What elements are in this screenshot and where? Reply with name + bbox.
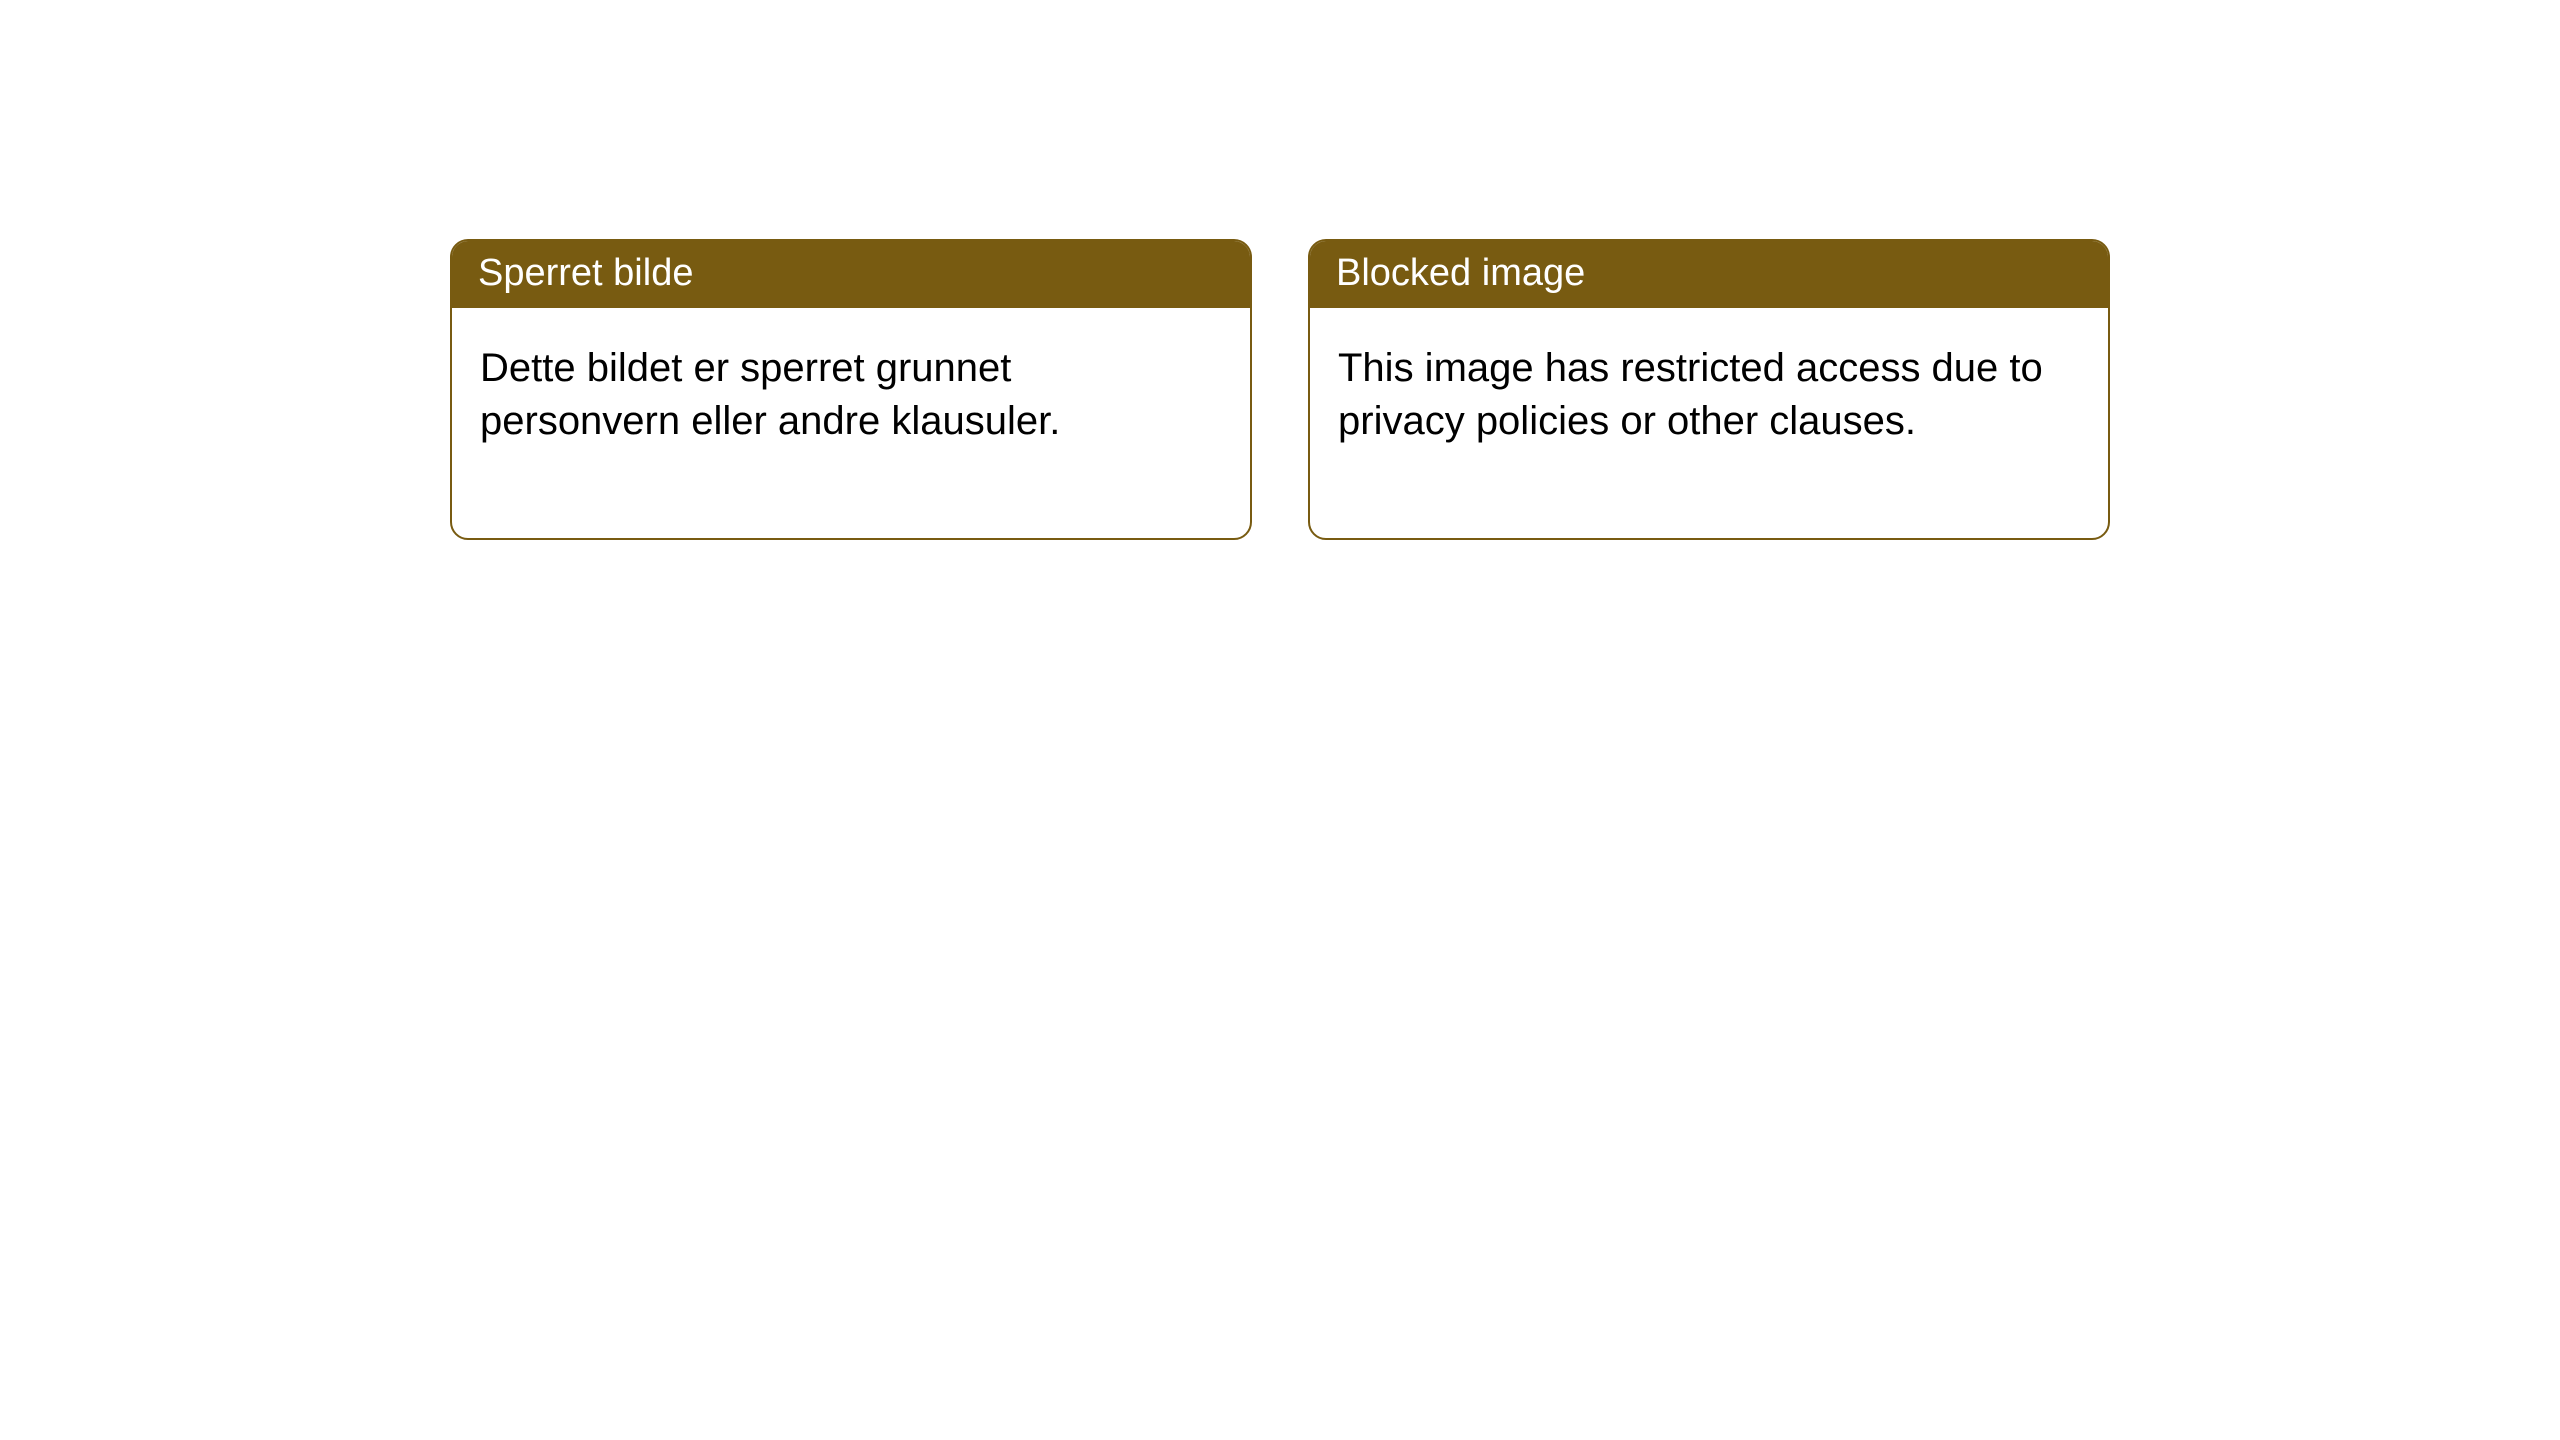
card-header: Sperret bilde — [452, 241, 1250, 308]
card-header: Blocked image — [1310, 241, 2108, 308]
blocked-image-card-en: Blocked image This image has restricted … — [1308, 239, 2110, 540]
blocked-image-card-no: Sperret bilde Dette bildet er sperret gr… — [450, 239, 1252, 540]
card-body: Dette bildet er sperret grunnet personve… — [452, 308, 1250, 538]
card-body: This image has restricted access due to … — [1310, 308, 2108, 538]
notice-cards-container: Sperret bilde Dette bildet er sperret gr… — [450, 239, 2110, 540]
